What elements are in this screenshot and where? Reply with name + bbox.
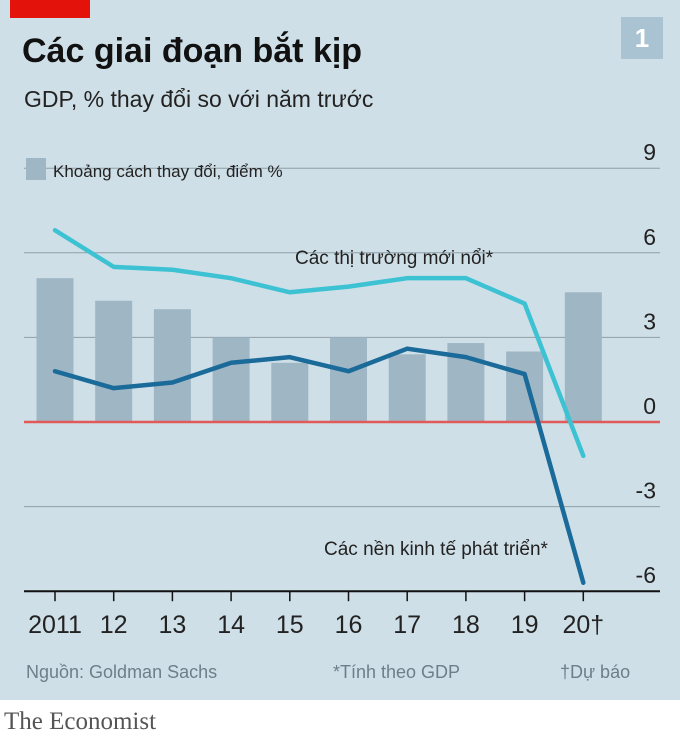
- series-label: Các nền kinh tế phát triển*: [324, 539, 549, 560]
- bar: [388, 354, 426, 422]
- source-note: Nguồn: Goldman Sachs: [26, 662, 218, 682]
- series-line: [52, 227, 586, 459]
- x-tick-label: 14: [217, 611, 245, 639]
- legend-label: Khoảng cách thay đổi, điểm %: [53, 162, 283, 181]
- footnote-forecast: †Dự báo: [560, 662, 631, 682]
- x-tick-label: 2011: [28, 611, 82, 639]
- legend-swatch: [26, 158, 46, 180]
- y-tick-label: 6: [643, 224, 656, 250]
- bar: [95, 300, 133, 422]
- footnote-gdp: *Tính theo GDP: [333, 662, 461, 682]
- series-line: [52, 346, 586, 585]
- y-tick-label: 0: [643, 393, 656, 419]
- chart-title: Các giai đoạn bắt kịp: [22, 32, 363, 70]
- x-tick-label: 15: [276, 611, 304, 639]
- x-tick-label: 20†: [562, 611, 604, 639]
- bar: [36, 278, 74, 422]
- y-tick-label: 3: [643, 308, 656, 334]
- x-tick-label: 19: [511, 611, 539, 639]
- x-tick-label: 17: [393, 611, 421, 639]
- bar: [271, 362, 309, 422]
- x-tick-label: 12: [100, 611, 128, 639]
- y-tick-label: -3: [636, 478, 656, 504]
- bar: [564, 292, 602, 422]
- series-label: Các thị trường mới nổi*: [295, 248, 494, 269]
- bar: [506, 351, 544, 422]
- chart: 9 6 3 0 -3 -6 2011 12 13 14 15 16 17 18 19 20† Khoảng cá…: [24, 139, 660, 639]
- x-tick-label: 13: [158, 611, 186, 639]
- x-tick-label: 16: [335, 611, 363, 639]
- bar: [153, 309, 191, 422]
- chart-subtitle: GDP, % thay đổi so với năm trước: [24, 86, 374, 112]
- bar: [212, 337, 250, 422]
- y-tick-label: 9: [643, 139, 656, 165]
- y-tick-label: -6: [636, 562, 656, 588]
- bar: [330, 337, 367, 422]
- chart-number-badge: 1: [621, 17, 663, 59]
- brand-red-tag: [10, 0, 90, 18]
- economist-logo: The Economist: [4, 708, 157, 735]
- x-tick-label: 18: [452, 611, 480, 639]
